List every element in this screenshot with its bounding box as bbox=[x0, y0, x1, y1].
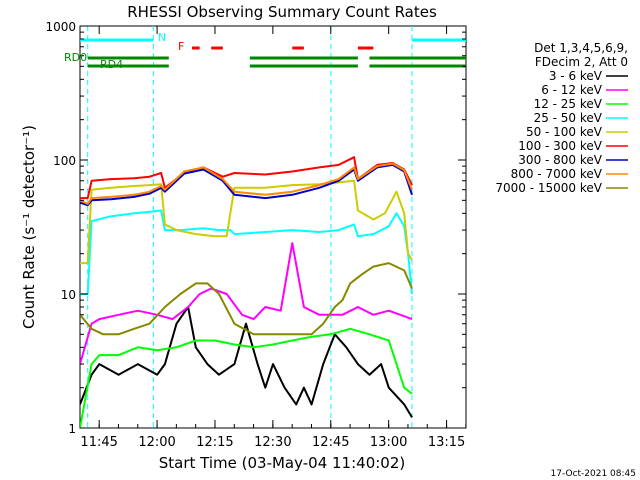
series-lines bbox=[80, 156, 413, 428]
x-tick-label: 13:00 bbox=[370, 435, 407, 450]
flag-label-flare: F bbox=[178, 40, 184, 53]
y-axis: 1 10 100 1000 bbox=[45, 20, 466, 436]
legend-entry-label: 12 - 25 keV bbox=[534, 97, 603, 111]
x-axis-label: Start Time (03-May-04 11:40:02) bbox=[159, 454, 405, 472]
x-tick-label: 12:30 bbox=[254, 435, 291, 450]
series-line-300-800-kev bbox=[80, 163, 413, 207]
flag-label-rd0: RD0 bbox=[64, 51, 87, 64]
series-line-800-7000-kev bbox=[80, 162, 413, 205]
series-line-6-12-kev bbox=[80, 242, 413, 365]
legend-entry-label: 6 - 12 keV bbox=[541, 83, 603, 97]
x-tick-label: 12:00 bbox=[138, 435, 175, 450]
y-tick-label: 100 bbox=[53, 154, 76, 168]
y-axis-label: Count Rate (s⁻¹ detector⁻¹) bbox=[20, 125, 38, 329]
series-line-25-50-kev bbox=[80, 209, 413, 295]
series-line-12-25-kev bbox=[80, 327, 413, 428]
y-tick-label: 10 bbox=[61, 288, 76, 302]
x-tick-label: 12:15 bbox=[196, 435, 233, 450]
series-line-3-6-kev bbox=[80, 306, 413, 418]
legend-entry-label: 800 - 7000 keV bbox=[511, 167, 603, 181]
x-tick-label: 11:45 bbox=[80, 435, 117, 450]
series-line-50-100-kev bbox=[80, 179, 413, 265]
footer-timestamp: 17-Oct-2021 08:45 bbox=[551, 469, 636, 479]
flag-bars bbox=[80, 26, 466, 428]
legend-entry-label: 50 - 100 keV bbox=[526, 125, 603, 139]
legend-entry-label: 100 - 300 keV bbox=[518, 139, 602, 153]
legend-entry-label: 3 - 6 keV bbox=[549, 69, 603, 83]
y-tick-label: 1 bbox=[68, 422, 76, 436]
chart-title: RHESSI Observing Summary Count Rates bbox=[127, 3, 437, 21]
flag-label-night: N bbox=[158, 31, 166, 44]
x-tick-label: 13:15 bbox=[428, 435, 465, 450]
series-line-7000-15000-kev bbox=[80, 262, 413, 336]
y-tick-label: 1000 bbox=[45, 20, 76, 34]
legend-entry-label: 300 - 800 keV bbox=[518, 153, 602, 167]
legend-entry-label: 25 - 50 keV bbox=[534, 111, 603, 125]
legend-header-line-1: Det 1,3,4,5,6,9, bbox=[534, 41, 628, 55]
legend-entry-label: 7000 - 15000 keV bbox=[495, 181, 602, 195]
plot-frame bbox=[79, 25, 467, 429]
legend-header-line-2: FDecim 2, Att 0 bbox=[535, 55, 628, 69]
x-tick-label: 12:45 bbox=[312, 435, 349, 450]
flag-label-rd4: RD4 bbox=[100, 58, 123, 71]
x-axis: 11:45 12:00 12:15 12:30 12:45 13:00 13:15 bbox=[80, 26, 467, 450]
